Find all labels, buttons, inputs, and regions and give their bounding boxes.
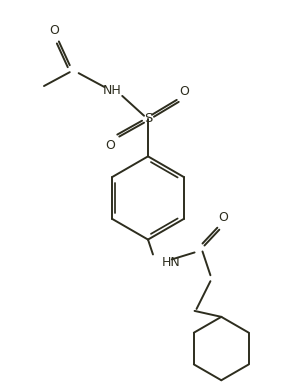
Text: HN: HN (162, 256, 181, 269)
Text: O: O (180, 85, 189, 98)
Text: O: O (218, 211, 228, 224)
Text: S: S (144, 112, 152, 125)
Text: O: O (105, 139, 115, 152)
Text: O: O (49, 24, 59, 37)
Text: NH: NH (103, 85, 122, 98)
